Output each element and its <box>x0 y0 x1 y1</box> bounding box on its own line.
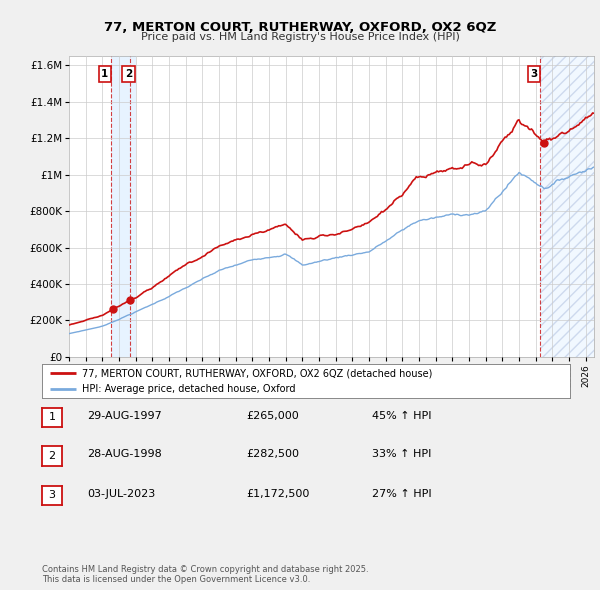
Bar <box>110 56 136 357</box>
Bar <box>540 56 594 357</box>
Text: 28-AUG-1998: 28-AUG-1998 <box>87 450 162 459</box>
Text: 2: 2 <box>125 69 132 79</box>
Text: 27% ↑ HPI: 27% ↑ HPI <box>372 489 431 499</box>
Text: Price paid vs. HM Land Registry's House Price Index (HPI): Price paid vs. HM Land Registry's House … <box>140 32 460 42</box>
Text: Contains HM Land Registry data © Crown copyright and database right 2025.
This d: Contains HM Land Registry data © Crown c… <box>42 565 368 584</box>
Text: £282,500: £282,500 <box>246 450 299 459</box>
Text: £265,000: £265,000 <box>246 411 299 421</box>
Text: 29-AUG-1997: 29-AUG-1997 <box>87 411 162 421</box>
Text: 45% ↑ HPI: 45% ↑ HPI <box>372 411 431 421</box>
Text: 2: 2 <box>49 451 55 461</box>
Text: 3: 3 <box>49 490 55 500</box>
Text: 77, MERTON COURT, RUTHERWAY, OXFORD, OX2 6QZ: 77, MERTON COURT, RUTHERWAY, OXFORD, OX2… <box>104 21 496 34</box>
Text: 1: 1 <box>49 412 55 422</box>
Bar <box>540 56 594 357</box>
Text: £1,172,500: £1,172,500 <box>246 489 310 499</box>
Text: 3: 3 <box>530 69 538 79</box>
Text: 33% ↑ HPI: 33% ↑ HPI <box>372 450 431 459</box>
Text: 77, MERTON COURT, RUTHERWAY, OXFORD, OX2 6QZ (detached house): 77, MERTON COURT, RUTHERWAY, OXFORD, OX2… <box>82 368 432 378</box>
Text: HPI: Average price, detached house, Oxford: HPI: Average price, detached house, Oxfo… <box>82 384 295 394</box>
Text: 1: 1 <box>101 69 109 79</box>
Text: 03-JUL-2023: 03-JUL-2023 <box>87 489 155 499</box>
